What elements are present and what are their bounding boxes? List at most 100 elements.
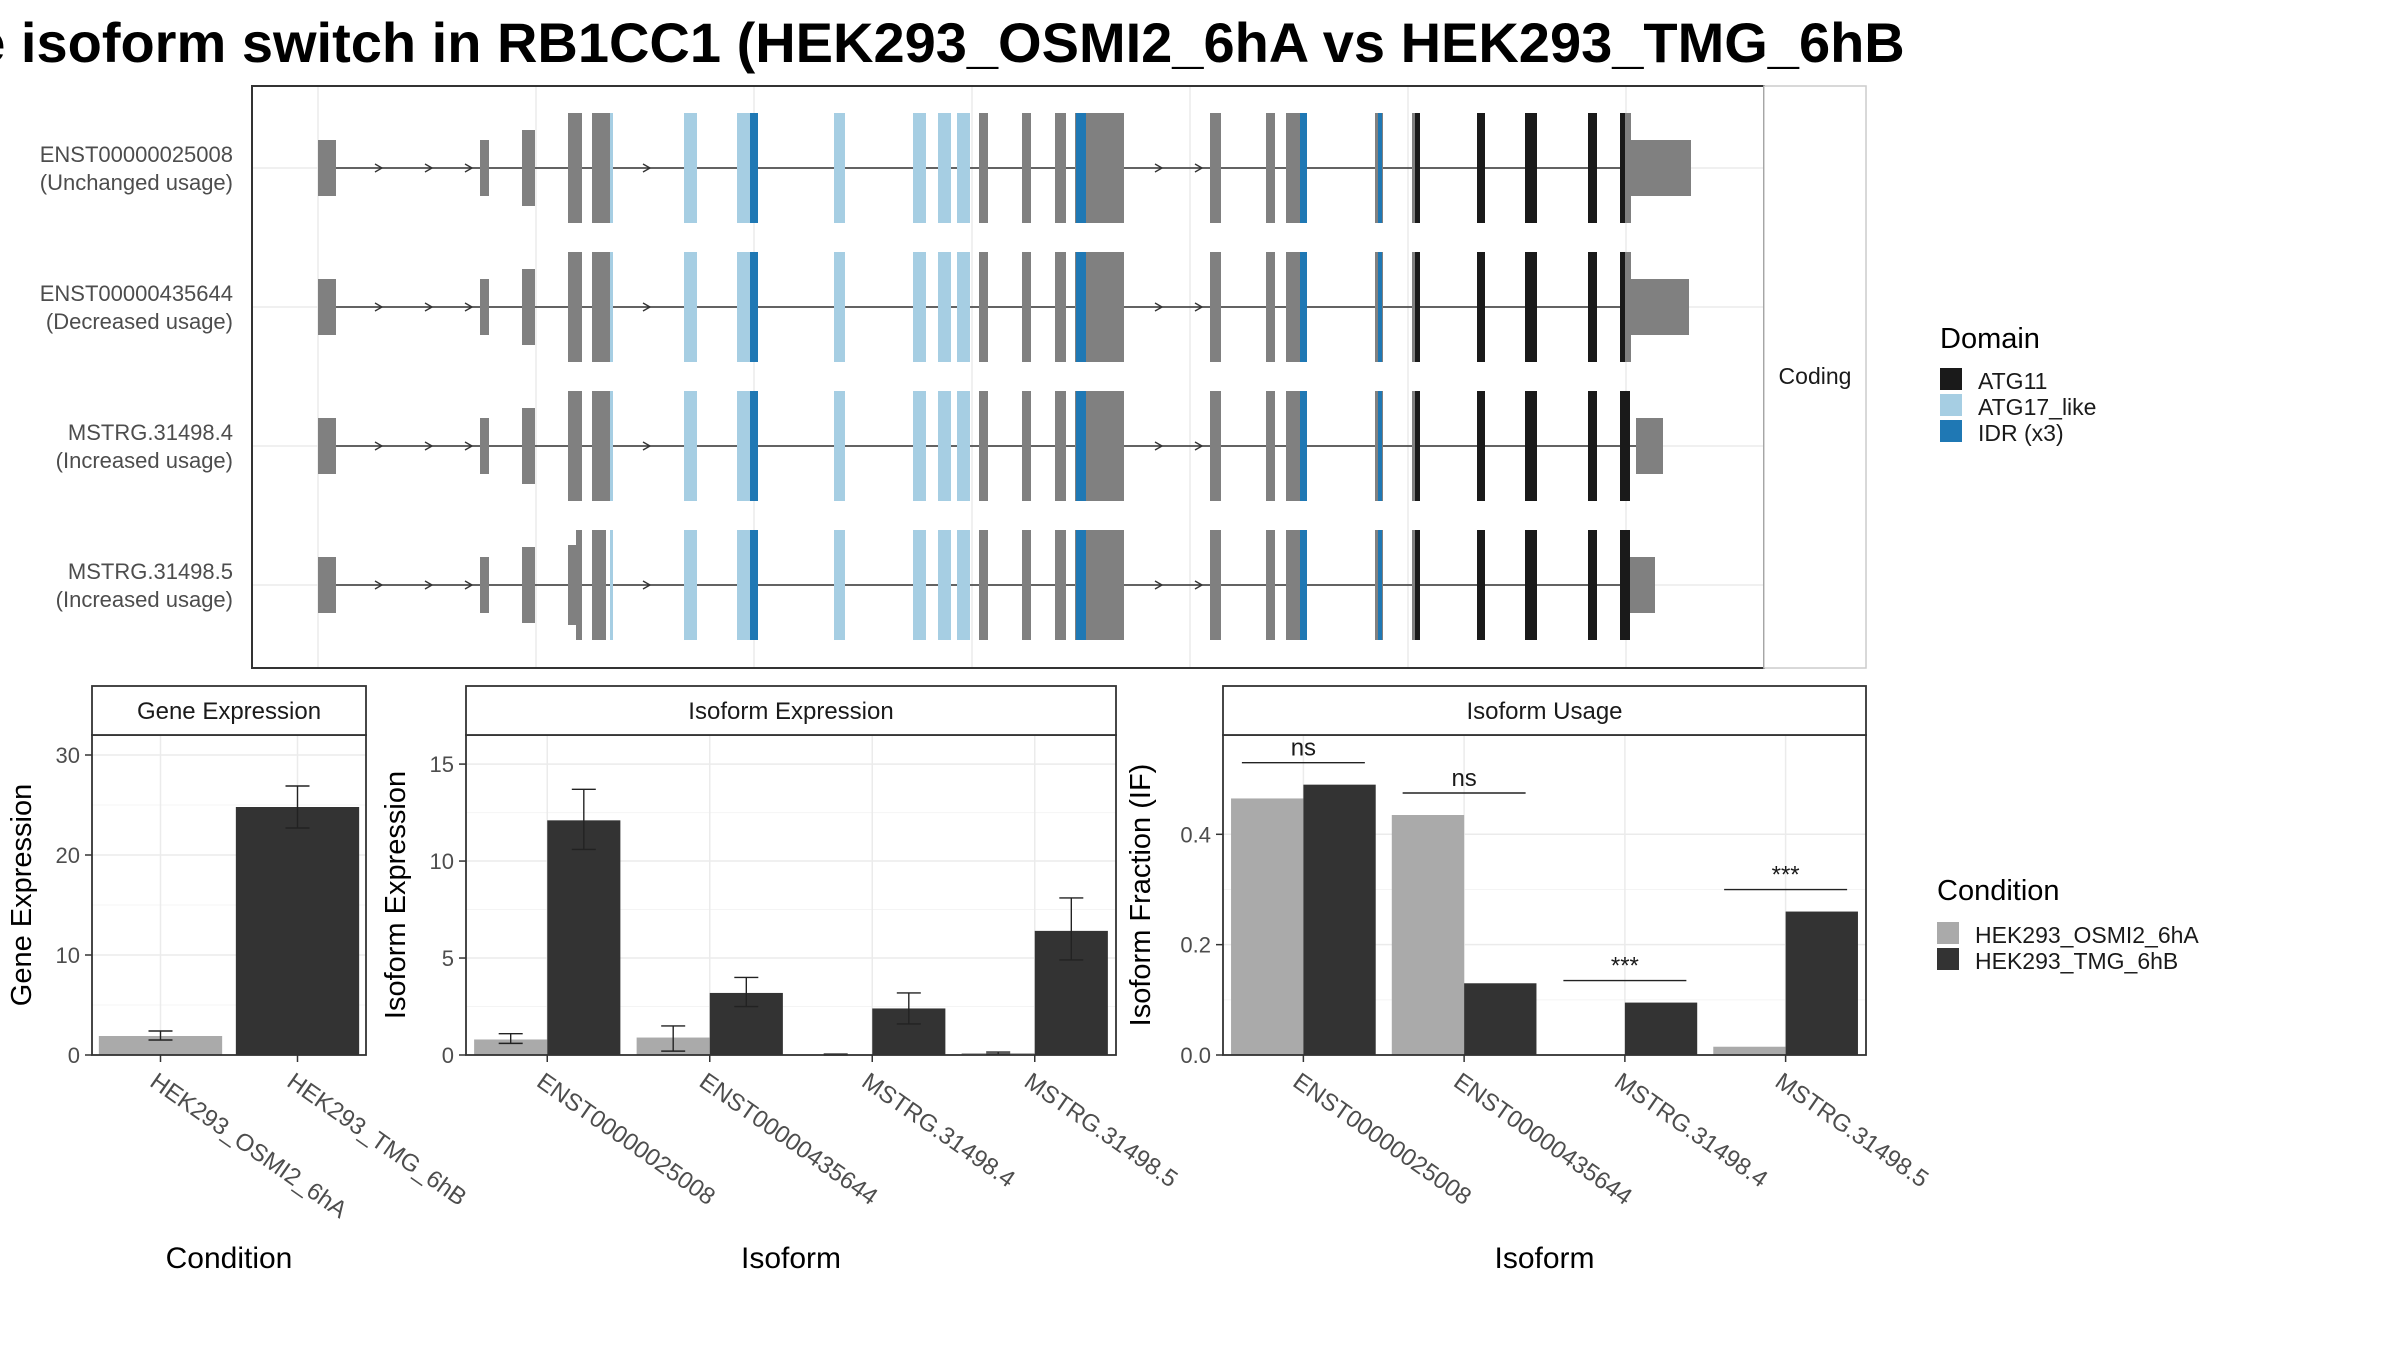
exon-block: [1076, 530, 1086, 640]
condition-legend-key: [1937, 948, 1959, 970]
exon-block: [913, 252, 926, 362]
strand-arrow: [424, 163, 434, 173]
bar-panel-title: Isoform Usage: [1466, 698, 1622, 725]
exon-block: [1286, 113, 1300, 223]
exon-block: [750, 530, 758, 640]
exon-block: [480, 279, 489, 335]
exon-block: [1477, 391, 1485, 501]
strand-arrow: [642, 163, 652, 173]
exon-block: [1286, 530, 1300, 640]
isoform-id-label: MSTRG.31498.4: [68, 420, 233, 445]
bar: [474, 1039, 548, 1055]
y-tick-label: 10: [430, 849, 454, 874]
domain-legend-key: [1940, 394, 1962, 416]
exon-block: [318, 140, 336, 196]
y-axis-title: Gene Expression: [6, 784, 38, 1006]
x-axis-title: Isoform: [1494, 1242, 1594, 1275]
exon-block: [1625, 113, 1631, 223]
exon-block: [1588, 113, 1597, 223]
isoform-usage-label: (Increased usage): [56, 448, 233, 473]
y-tick-label: 15: [430, 752, 454, 777]
exon-block: [1378, 391, 1382, 501]
exon-block: [1378, 530, 1382, 640]
strand-arrow: [1154, 580, 1164, 590]
exon-block: [522, 408, 535, 484]
strand-arrow: [1194, 302, 1204, 312]
exon-block: [1412, 391, 1420, 501]
exon-block: [979, 252, 988, 362]
exon-block: [1525, 530, 1537, 640]
exon-block: [1055, 391, 1066, 501]
y-tick-label: 10: [56, 943, 80, 968]
exon-block: [750, 113, 758, 223]
exon-block: [576, 530, 582, 640]
exon-block: [1630, 557, 1655, 613]
x-tick-label: ENST00000435644: [694, 1068, 882, 1211]
exon-block: [1622, 530, 1630, 640]
significance-label: ***: [1772, 862, 1800, 889]
exon-block: [957, 252, 970, 362]
exon-block: [480, 557, 489, 613]
exon-block: [1055, 252, 1066, 362]
exon-block: [568, 391, 582, 501]
exon-block: [1266, 113, 1275, 223]
exon-block: [1645, 418, 1663, 474]
x-tick-label: MSTRG.31498.5: [1770, 1068, 1933, 1193]
exon-block: [1477, 252, 1485, 362]
y-tick-label: 30: [56, 743, 80, 768]
strand-arrow: [642, 580, 652, 590]
significance-label: ns: [1451, 765, 1476, 792]
isoform-usage-label: (Decreased usage): [46, 309, 233, 334]
isoform-id-label: MSTRG.31498.5: [68, 559, 233, 584]
exon-block: [750, 391, 758, 501]
exon-block: [684, 113, 697, 223]
exon-block: [979, 391, 988, 501]
exon-block: [1086, 252, 1124, 362]
strand-arrow: [1194, 163, 1204, 173]
exon-block: [1022, 391, 1031, 501]
strand-arrow: [1194, 580, 1204, 590]
exon-block: [1086, 113, 1124, 223]
exon-block: [1588, 391, 1597, 501]
bar: [547, 820, 621, 1055]
bar-panel-strip: [1222, 685, 1867, 736]
bar: [1464, 983, 1537, 1055]
condition-legend-key: [1937, 922, 1959, 944]
exon-block: [1631, 279, 1689, 335]
exon-block: [1076, 113, 1086, 223]
exon-block: [1286, 391, 1300, 501]
exon-block: [610, 113, 613, 223]
exon-block: [1412, 391, 1415, 501]
exon-block: [938, 530, 951, 640]
exon-block: [1022, 113, 1031, 223]
exon-block: [1412, 530, 1420, 640]
y-tick-label: 0.0: [1180, 1043, 1211, 1068]
exon-block: [1086, 530, 1124, 640]
exon-block: [592, 252, 610, 362]
exon-block: [1086, 391, 1124, 501]
exon-block: [1266, 391, 1275, 501]
strand-arrow: [424, 441, 434, 451]
exon-block: [913, 113, 926, 223]
x-tick-label: ENST00000025008: [532, 1068, 720, 1211]
exon-block: [480, 140, 489, 196]
exon-block: [1477, 113, 1485, 223]
y-tick-label: 20: [56, 843, 80, 868]
strand-arrow: [464, 441, 474, 451]
exon-block: [1022, 252, 1031, 362]
exon-block: [610, 530, 613, 640]
exon-block: [1525, 252, 1537, 362]
bar: [1231, 798, 1304, 1055]
exon-block: [979, 530, 988, 640]
exon-block: [938, 252, 951, 362]
y-tick-label: 0: [442, 1043, 454, 1068]
exon-block: [979, 113, 988, 223]
bar-panel-title: Isoform Expression: [688, 698, 893, 725]
exon-block: [1525, 391, 1537, 501]
exon-block: [834, 252, 845, 362]
strand-arrow: [464, 580, 474, 590]
isoform-usage-label: (Unchanged usage): [40, 170, 233, 195]
bar: [235, 807, 360, 1055]
bar-panel-strip: [465, 685, 1117, 736]
isoform-id-label: ENST00000025008: [40, 142, 233, 167]
